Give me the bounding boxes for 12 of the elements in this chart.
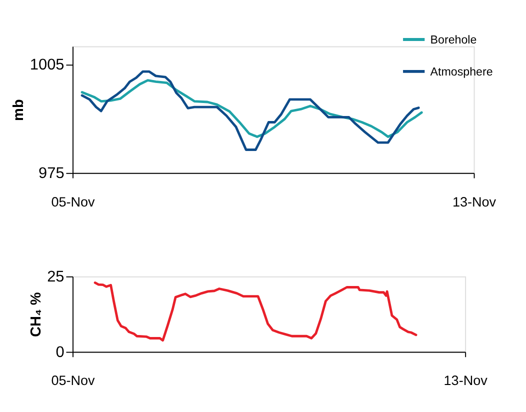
y-tick-label: 25 [47, 268, 64, 286]
y-axis-title: CH₄ % [28, 292, 44, 337]
x-tick-label: 13-Nov [444, 373, 488, 388]
x-tick-label: 13-Nov [452, 194, 496, 210]
y-tick-label: 1005 [30, 56, 64, 74]
x-tick-label: 05-Nov [51, 373, 96, 388]
x-tick-label: 05-Nov [51, 194, 96, 210]
y-tick-label: 975 [38, 165, 64, 182]
y-tick-label: 0 [56, 344, 64, 362]
y-axis-title: mb [11, 99, 28, 121]
legend-label: Borehole [430, 33, 477, 46]
legend-label: Atmosphere [430, 65, 493, 78]
